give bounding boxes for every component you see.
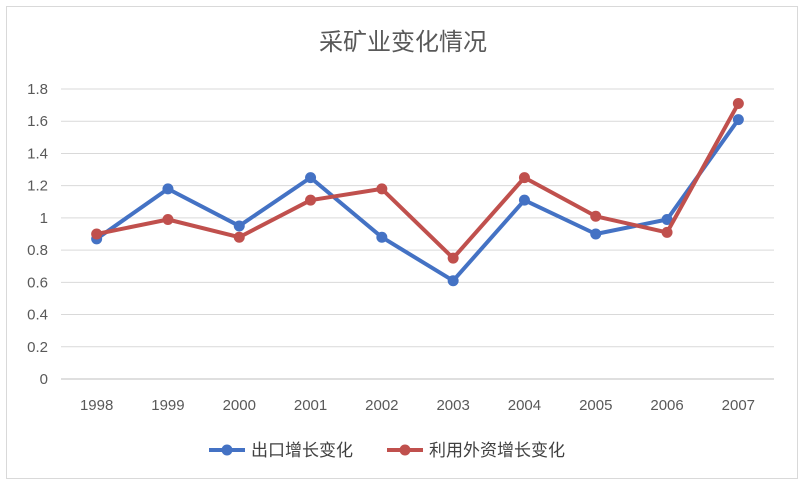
x-tick-label: 2007 xyxy=(722,397,755,414)
data-point xyxy=(233,231,245,243)
legend-label: 利用外资增长变化 xyxy=(429,441,565,461)
data-point xyxy=(661,226,673,238)
x-tick-label: 2000 xyxy=(223,397,256,414)
data-point xyxy=(518,194,530,206)
x-axis-ticks: 1998 1999 2000 2001 2002 2003 2004 2005 2006 2007 xyxy=(80,397,755,414)
y-tick-label: 1.4 xyxy=(27,145,48,162)
data-point xyxy=(91,228,103,240)
data-point xyxy=(447,275,459,287)
data-point xyxy=(305,194,317,206)
grid-layer xyxy=(61,88,774,380)
series-1 xyxy=(91,114,744,287)
legend-item-1: 出口增长变化 xyxy=(209,441,353,461)
data-point xyxy=(233,220,245,232)
x-tick-label: 2003 xyxy=(436,397,469,414)
x-tick-label: 2005 xyxy=(579,397,612,414)
y-tick-label: 0 xyxy=(40,371,48,388)
x-tick-label: 1999 xyxy=(151,397,184,414)
x-tick-label: 2001 xyxy=(294,397,327,414)
y-tick-label: 0.2 xyxy=(27,339,48,356)
chart-title: 采矿业变化情况 xyxy=(319,28,487,56)
legend-item-2: 利用外资增长变化 xyxy=(387,441,565,461)
data-point xyxy=(732,114,744,126)
y-tick-label: 0.4 xyxy=(27,307,48,324)
legend-label: 出口增长变化 xyxy=(251,441,353,461)
y-tick-label: 1.2 xyxy=(27,178,48,195)
series-line xyxy=(94,117,741,283)
data-point xyxy=(590,228,602,240)
x-tick-label: 2002 xyxy=(365,397,398,414)
legend-marker xyxy=(221,444,233,456)
series-2 xyxy=(91,98,744,264)
data-point xyxy=(305,172,317,184)
data-point xyxy=(376,183,388,195)
data-point xyxy=(732,98,744,109)
data-point xyxy=(661,214,673,225)
legend: 出口增长变化 利用外资增长变化 xyxy=(209,441,565,461)
y-tick-label: 0.8 xyxy=(27,242,48,259)
y-tick-label: 1.8 xyxy=(27,81,48,98)
data-point xyxy=(376,231,388,243)
y-tick-label: 1.6 xyxy=(27,113,48,130)
x-tick-label: 1998 xyxy=(80,397,113,414)
data-point xyxy=(518,172,530,184)
series-layer xyxy=(91,98,744,287)
data-point xyxy=(162,183,174,195)
data-point xyxy=(447,252,459,264)
x-tick-label: 2006 xyxy=(650,397,683,414)
y-tick-label: 0.6 xyxy=(27,274,48,291)
series-line xyxy=(94,101,741,261)
data-point xyxy=(590,210,602,222)
y-tick-label: 1 xyxy=(40,210,48,227)
chart-frame xyxy=(6,6,798,479)
data-point xyxy=(162,214,174,225)
y-axis-ticks: 0 0.2 0.4 0.6 0.8 1 1.2 1.4 1.6 1.8 xyxy=(27,81,48,388)
legend-marker xyxy=(399,444,411,456)
x-tick-label: 2004 xyxy=(508,397,541,414)
